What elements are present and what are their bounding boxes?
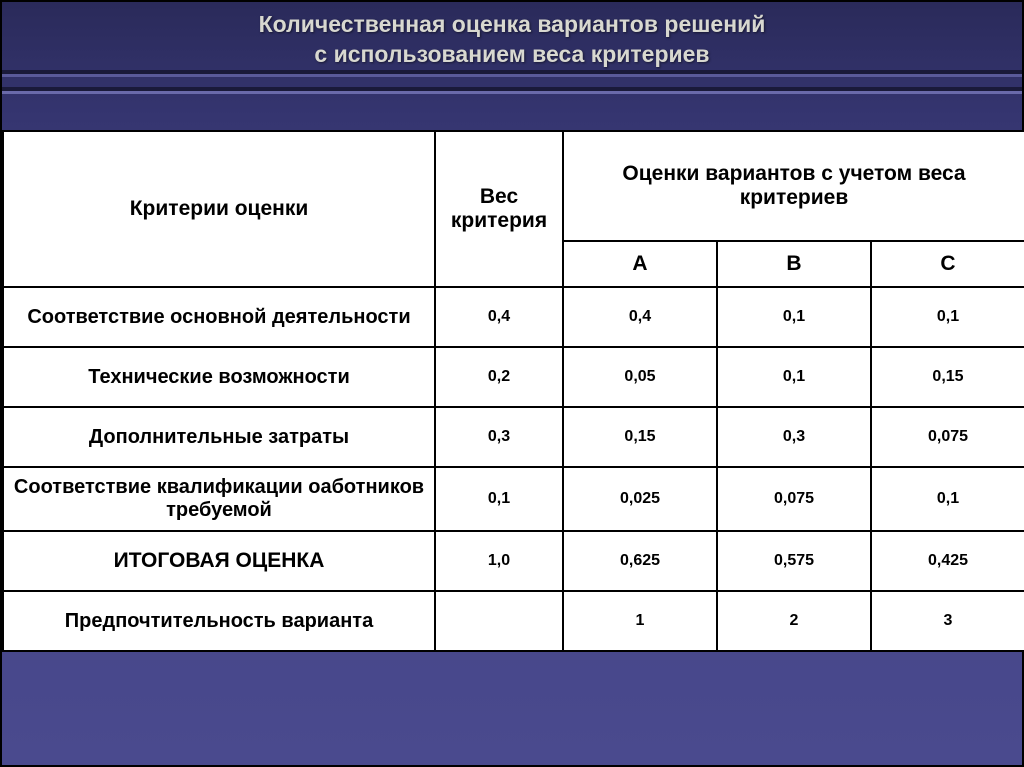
weight-cell: 1,0: [435, 531, 563, 591]
value-b: 0,575: [717, 531, 871, 591]
weight-cell: 0,4: [435, 287, 563, 347]
table-row-rank: Предпочтительность варианта 1 2 3: [3, 591, 1024, 651]
slide: Количественная оценка вариантов решений …: [0, 0, 1024, 767]
value-b: 0,1: [717, 347, 871, 407]
criteria-label: Предпочтительность варианта: [3, 591, 435, 651]
criteria-label: Соответствие квалификации оаботников тре…: [3, 467, 435, 531]
value-a: 0,15: [563, 407, 717, 467]
value-b: 0,075: [717, 467, 871, 531]
value-a: 0,025: [563, 467, 717, 531]
value-c: 0,075: [871, 407, 1024, 467]
criteria-label: Технические возможности: [3, 347, 435, 407]
weight-cell: 0,1: [435, 467, 563, 531]
header-row-1: Критерии оценки Вес критерия Оценки вари…: [3, 131, 1024, 241]
value-b: 0,1: [717, 287, 871, 347]
table-row: Соответствие квалификации оаботников тре…: [3, 467, 1024, 531]
header-variant-c: С: [871, 241, 1024, 287]
value-a: 0,05: [563, 347, 717, 407]
weight-cell: 0,3: [435, 407, 563, 467]
table-row: Соответствие основной деятельности 0,4 0…: [3, 287, 1024, 347]
header-variant-b: В: [717, 241, 871, 287]
value-a: 0,625: [563, 531, 717, 591]
value-c: 0,15: [871, 347, 1024, 407]
weight-cell: 0,2: [435, 347, 563, 407]
criteria-label: ИТОГОВАЯ ОЦЕНКА: [3, 531, 435, 591]
decorative-stripes: [2, 2, 1022, 102]
value-c: 0,1: [871, 287, 1024, 347]
header-criteria: Критерии оценки: [3, 131, 435, 287]
header-weight: Вес критерия: [435, 131, 563, 287]
value-c: 0,425: [871, 531, 1024, 591]
value-c: 3: [871, 591, 1024, 651]
weight-cell: [435, 591, 563, 651]
value-a: 0,4: [563, 287, 717, 347]
table-row: Технические возможности 0,2 0,05 0,1 0,1…: [3, 347, 1024, 407]
criteria-label: Соответствие основной деятельности: [3, 287, 435, 347]
value-c: 0,1: [871, 467, 1024, 531]
value-b: 2: [717, 591, 871, 651]
criteria-label: Дополнительные затраты: [3, 407, 435, 467]
evaluation-table: Критерии оценки Вес критерия Оценки вари…: [2, 130, 1024, 652]
header-variant-a: А: [563, 241, 717, 287]
evaluation-table-wrap: Критерии оценки Вес критерия Оценки вари…: [2, 130, 1024, 652]
header-variants-group: Оценки вариантов с учетом веса критериев: [563, 131, 1024, 241]
value-b: 0,3: [717, 407, 871, 467]
table-row: Дополнительные затраты 0,3 0,15 0,3 0,07…: [3, 407, 1024, 467]
table-row-total: ИТОГОВАЯ ОЦЕНКА 1,0 0,625 0,575 0,425: [3, 531, 1024, 591]
value-a: 1: [563, 591, 717, 651]
